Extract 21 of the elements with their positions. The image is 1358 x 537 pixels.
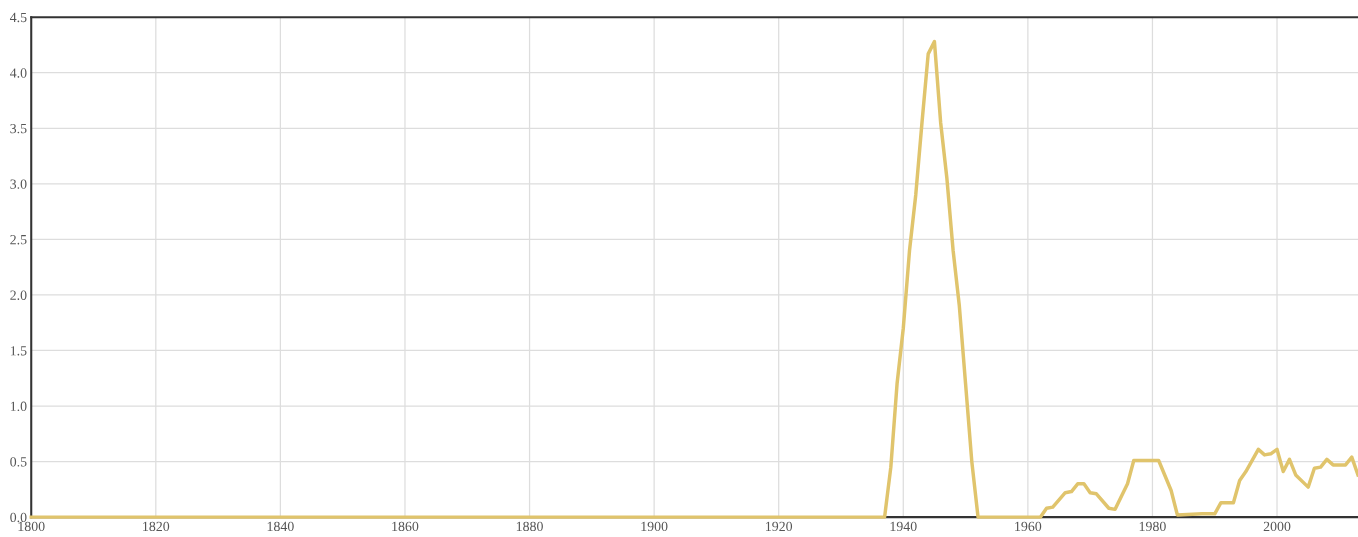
x-tick-label: 1840 xyxy=(267,521,294,532)
x-tick-label: 1960 xyxy=(1015,521,1042,532)
x-tick-label: 1980 xyxy=(1139,521,1166,532)
x-tick-label: 1860 xyxy=(392,521,419,532)
y-tick-label: 4.5 xyxy=(9,12,27,23)
y-tick-label: 1.0 xyxy=(10,401,27,412)
x-tick-label: 1900 xyxy=(641,521,668,532)
x-tick-label: 1940 xyxy=(890,521,917,532)
y-tick-label: 2.5 xyxy=(10,235,27,245)
y-tick-label: 2.0 xyxy=(10,290,27,300)
y-tick-label: 0.5 xyxy=(10,457,27,467)
x-tick-label: 2000 xyxy=(1263,521,1291,532)
x-tick-label: 1800 xyxy=(18,521,45,532)
y-tick-label: 3.0 xyxy=(10,179,27,189)
y-tick-label: 4.0 xyxy=(9,68,27,78)
x-tick-label: 1880 xyxy=(516,521,543,532)
y-tick-label: 0.0 xyxy=(10,512,27,523)
y-tick-label: 1.5 xyxy=(10,346,27,356)
x-tick-label: 1820 xyxy=(143,521,170,532)
y-tick-label: 3.5 xyxy=(10,123,27,134)
x-tick-label: 1920 xyxy=(766,521,793,532)
